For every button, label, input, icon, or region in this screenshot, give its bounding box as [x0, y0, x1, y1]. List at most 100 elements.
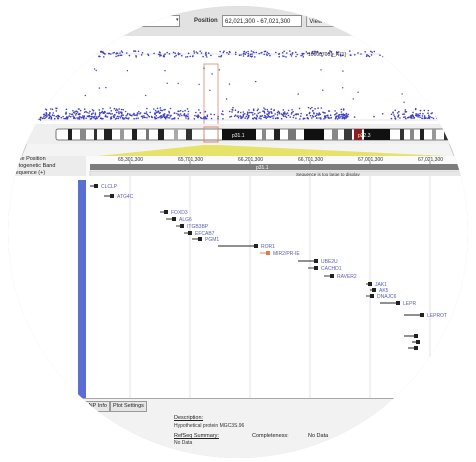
data-point [267, 114, 270, 117]
ideogram-band [344, 129, 352, 140]
gene-label[interactable]: ATG4C [117, 194, 134, 200]
position-input[interactable]: 62,021,300 - 67,021,300 [222, 15, 302, 27]
data-point [104, 114, 107, 116]
gene-feature[interactable] [198, 237, 202, 241]
data-point [278, 111, 281, 114]
gene-label[interactable]: AK5 [379, 288, 389, 294]
gene-label[interactable]: UBE2U [321, 259, 338, 265]
data-point [185, 56, 187, 58]
ideogram-band [120, 129, 124, 140]
data-point [270, 108, 273, 110]
track-sidebar[interactable] [78, 180, 86, 398]
data-point [110, 53, 112, 55]
tab-probe-info[interactable]: Probe Info [48, 401, 80, 412]
data-point [124, 117, 127, 119]
chromosome-select[interactable]: chr1 [128, 15, 180, 27]
data-point [133, 117, 135, 120]
gene-label[interactable]: MIR2/PR-IE [273, 251, 300, 257]
data-point [330, 116, 333, 119]
data-point [246, 117, 249, 120]
data-point [158, 116, 161, 118]
data-point [205, 117, 207, 119]
gene-feature[interactable] [188, 231, 192, 235]
gene-feature[interactable] [180, 224, 184, 228]
data-point [240, 54, 242, 56]
data-point [222, 113, 224, 116]
data-point [370, 54, 373, 56]
gene-feature[interactable] [368, 282, 372, 286]
data-point [177, 110, 179, 113]
data-point [284, 115, 287, 117]
data-point [315, 114, 318, 117]
data-point [282, 109, 285, 111]
data-point [345, 112, 348, 115]
gene-feature[interactable] [314, 266, 318, 270]
gene-feature[interactable] [164, 210, 168, 214]
data-point [253, 51, 255, 54]
gene-feature[interactable] [396, 301, 400, 305]
data-point [207, 52, 210, 54]
data-point [206, 114, 209, 117]
data-point [245, 115, 248, 118]
data-point [179, 53, 181, 55]
data-point [247, 55, 249, 57]
chromosome-ideogram[interactable]: p31.1 p22.3 [8, 124, 468, 144]
gene-label[interactable]: PGM1 [205, 237, 219, 243]
gene-label[interactable]: LEPROT [427, 313, 447, 319]
gene-label[interactable]: CLCLP [101, 184, 118, 190]
gene-label[interactable]: ROR1 [261, 244, 275, 250]
data-point [65, 108, 68, 111]
gene-feature[interactable] [172, 217, 176, 221]
data-point [435, 109, 437, 111]
gene-feature[interactable] [416, 340, 420, 344]
data-point [427, 116, 430, 119]
gene-label[interactable]: RAVER2 [337, 274, 357, 280]
selection-window[interactable] [203, 63, 219, 135]
tab-snp-info[interactable]: SNP Info [82, 401, 110, 412]
view-entire-genome-button[interactable]: View Entire Gen [306, 15, 356, 27]
gene-label[interactable]: DNAJC6 [377, 294, 397, 300]
data-point [459, 115, 461, 117]
data-point [72, 51, 75, 54]
gene-label[interactable]: EFCAB7 [195, 231, 215, 237]
data-point [72, 110, 74, 112]
data-point [393, 53, 395, 56]
info-panel: Probe Info SNP Info Plot Settings Descri… [8, 398, 468, 458]
tab-plot-settings[interactable]: Plot Settings [110, 401, 147, 412]
gene-feature[interactable] [110, 194, 114, 198]
data-point [177, 52, 180, 54]
gene-feature[interactable] [266, 251, 270, 255]
gene-label[interactable]: ITGB3BP [187, 224, 209, 230]
gene-feature[interactable] [414, 334, 418, 338]
chevron-down-icon[interactable]: ▾ [176, 17, 179, 23]
ideogram-selection[interactable] [203, 126, 219, 143]
data-point [206, 115, 209, 118]
data-point [218, 55, 220, 58]
data-point [264, 108, 266, 110]
gene-feature[interactable] [330, 274, 334, 278]
data-point [341, 54, 344, 57]
gene-label[interactable]: FOXD3 [171, 210, 188, 216]
data-point [316, 112, 318, 115]
data-point [439, 113, 441, 116]
gene-feature[interactable] [254, 244, 258, 248]
gene-feature[interactable] [372, 288, 376, 292]
gene-label[interactable]: LEPR [403, 301, 416, 307]
gene-feature[interactable] [94, 184, 98, 188]
gene-feature[interactable] [414, 346, 418, 350]
data-point [81, 52, 83, 55]
gene-feature[interactable] [314, 259, 318, 263]
gene-label[interactable]: JAK1 [375, 282, 387, 288]
ideogram-band [420, 129, 424, 140]
data-point [88, 112, 90, 114]
data-point [308, 112, 311, 115]
gene-feature[interactable] [420, 313, 424, 317]
gene-feature[interactable] [444, 366, 448, 370]
data-point [98, 87, 101, 89]
gene-feature[interactable] [370, 294, 374, 298]
data-point [336, 52, 339, 54]
data-point [283, 55, 285, 58]
gene-label[interactable]: ALG6 [179, 217, 192, 223]
data-point [254, 113, 256, 115]
gene-label[interactable]: CACHD1 [321, 266, 342, 272]
